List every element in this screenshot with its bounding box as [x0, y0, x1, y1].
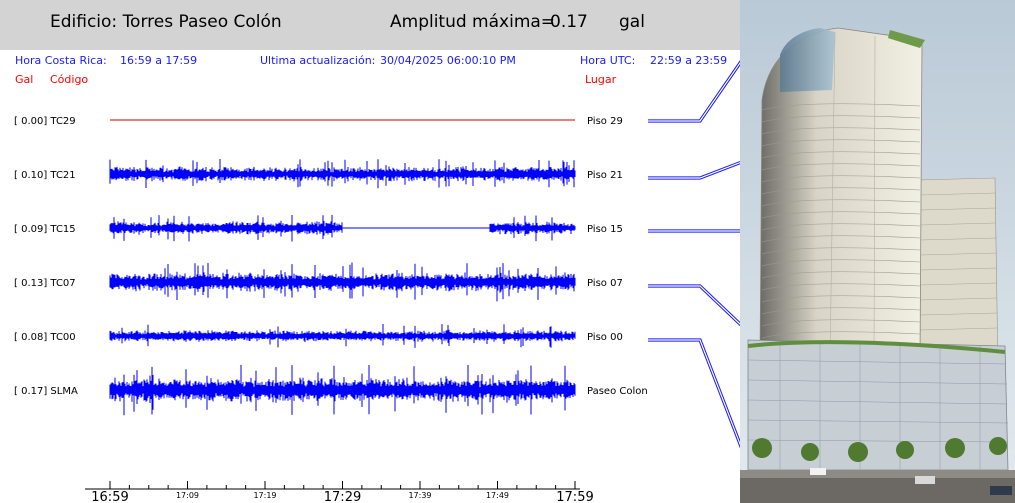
utc-time-label: Hora UTC: — [580, 54, 636, 67]
max-amplitude-label: Amplitud máxima= — [390, 12, 556, 32]
floor-leader-line-inner — [648, 285, 740, 325]
series-label: [ 0.09] TC15 — [14, 224, 76, 235]
series-label: [ 0.10] TC21 — [14, 170, 76, 181]
header-bar: Edificio: Torres Paseo Colón Amplitud má… — [0, 0, 740, 50]
x-tick-label: 17:09 — [176, 491, 199, 500]
trace-waveform — [109, 214, 576, 242]
local-time-range: 16:59 a 17:59 — [120, 54, 198, 67]
floor-leader-line — [648, 284, 740, 327]
x-tick-label: 17:19 — [253, 491, 276, 500]
x-tick-label: 17:49 — [486, 491, 509, 500]
trace-waveform — [109, 262, 576, 302]
code-column-label: Código — [50, 73, 89, 86]
x-tick-label: 17:59 — [556, 490, 593, 503]
update-label: Ultima actualización: — [260, 54, 376, 67]
floor-leader-line-inner — [648, 61, 740, 122]
trace-waveform — [109, 159, 576, 189]
floor-leader-line — [648, 160, 740, 180]
building-title: Edificio: Torres Paseo Colón — [50, 12, 282, 32]
trace-waveform — [109, 364, 576, 416]
floor-leader-line — [648, 338, 740, 449]
max-amplitude-unit: gal — [619, 12, 645, 32]
building-illustration — [740, 0, 1015, 503]
seismic-trace-chart: [ 0.00] TC29 Piso 29 [ 0.10] TC21 Piso 21 [ … — [14, 60, 740, 503]
floor-leader-line-inner — [648, 339, 740, 446]
series-place: Piso 07 — [587, 278, 623, 289]
local-time-label: Hora Costa Rica: — [15, 54, 107, 67]
floor-leader-line — [648, 60, 740, 123]
series-place: Paseo Colon — [587, 386, 648, 397]
series-place: Piso 29 — [587, 116, 623, 127]
utc-time-range: 22:59 a 23:59 — [650, 54, 728, 67]
place-column-label: Lugar — [585, 73, 617, 86]
series-place: Piso 00 — [587, 332, 623, 343]
update-value: 30/04/2025 06:00:10 PM — [380, 54, 516, 67]
series-place: Piso 21 — [587, 170, 623, 181]
x-tick-label: 17:29 — [324, 490, 361, 503]
series-label: [ 0.08] TC00 — [14, 332, 76, 343]
floor-leader-line-inner — [648, 162, 740, 179]
gal-column-label: Gal — [15, 73, 34, 86]
series-label: [ 0.17] SLMA — [14, 386, 78, 397]
series-label: [ 0.13] TC07 — [14, 278, 76, 289]
trace-waveform — [109, 324, 576, 348]
x-tick-label: 16:59 — [91, 490, 128, 503]
series-place: Piso 15 — [587, 224, 623, 235]
series-label: [ 0.00] TC29 — [14, 116, 76, 127]
max-amplitude-value: 0.17 — [550, 12, 588, 32]
x-tick-label: 17:39 — [408, 491, 431, 500]
